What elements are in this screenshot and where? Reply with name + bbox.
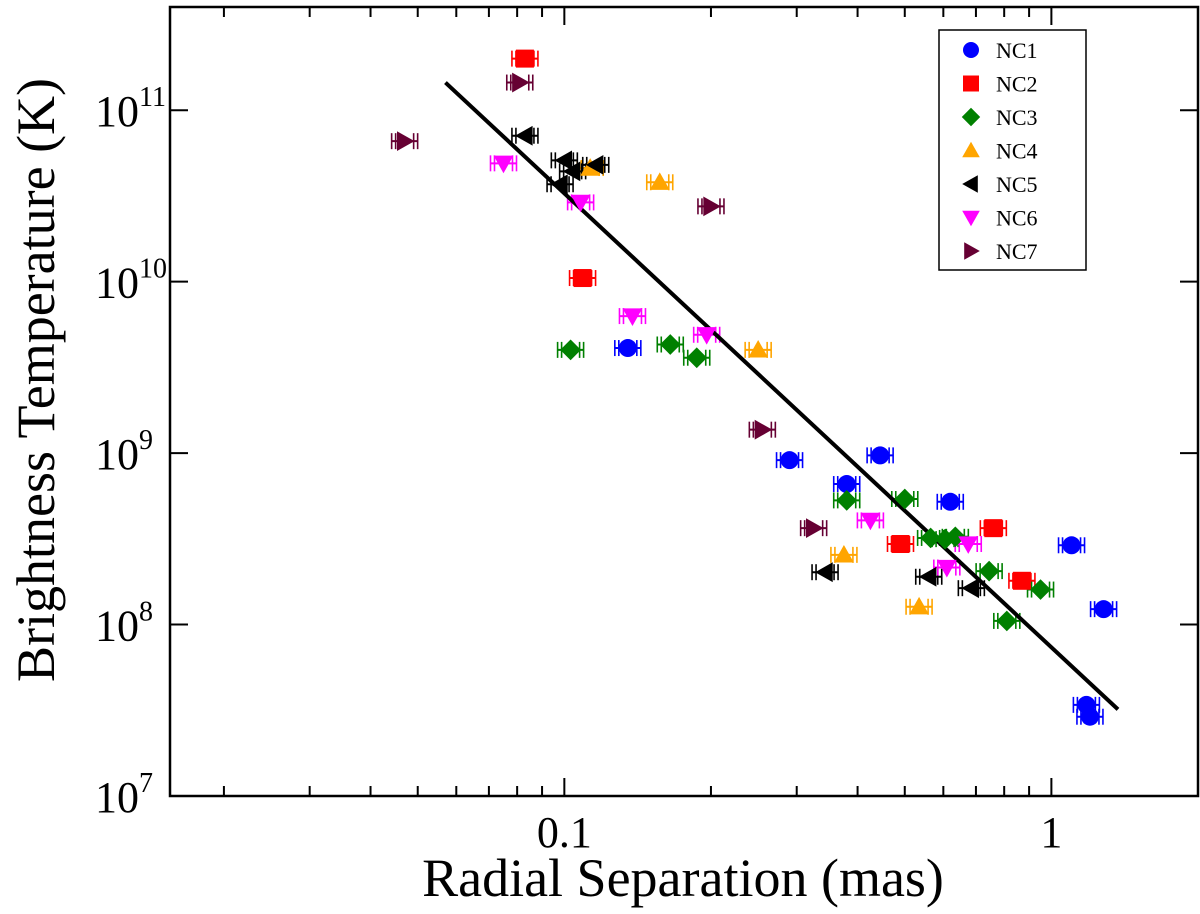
NC5-point-1 xyxy=(554,150,572,171)
data-points xyxy=(396,49,1113,726)
NC1-point-3 xyxy=(871,446,890,465)
NC7-point-4 xyxy=(806,518,824,539)
NC3-point-0 xyxy=(560,339,581,361)
NC7-point-2 xyxy=(703,196,721,217)
NC6-point-1 xyxy=(570,194,591,213)
y-tick-label-2: 109 xyxy=(95,425,153,479)
NC4-errorbar-4 xyxy=(905,598,933,615)
NC5-point-3 xyxy=(550,174,568,195)
NC4-point-4 xyxy=(909,596,929,615)
y-tick-label-4: 1011 xyxy=(95,82,166,136)
NC1-point-5 xyxy=(1062,536,1081,555)
NC2-point-3 xyxy=(984,519,1003,538)
legend-NC3-point-0 xyxy=(961,107,981,127)
NC3-point-3 xyxy=(836,490,858,511)
legend-box xyxy=(938,29,1087,271)
NC1-point-4 xyxy=(941,492,960,511)
NC5-point-2 xyxy=(562,161,581,182)
NC6-point-3 xyxy=(696,327,717,345)
plot-frame xyxy=(168,5,1200,798)
NC3-point-9 xyxy=(996,610,1018,632)
legend-label-NC3: NC3 xyxy=(996,105,1038,130)
NC5-point-4 xyxy=(585,154,604,175)
NC5-point-7 xyxy=(961,578,980,599)
legend-label-NC5: NC5 xyxy=(996,172,1038,197)
NC3-point-7 xyxy=(944,526,966,548)
legend-NC1-point-0 xyxy=(963,42,979,58)
legend-NC7-point-0 xyxy=(964,242,980,260)
NC6-point-6 xyxy=(958,536,979,554)
NC4-point-3 xyxy=(834,544,854,563)
NC1-point-0 xyxy=(618,339,637,358)
NC6-point-2 xyxy=(622,308,643,326)
NC6-errorbar-2 xyxy=(618,308,647,325)
y-axis-title: Brightness Temperature (K) xyxy=(6,78,66,682)
NC6-point-0 xyxy=(493,155,514,174)
NC2-point-1 xyxy=(573,269,592,288)
NC4-point-2 xyxy=(748,339,769,358)
NC3-point-4 xyxy=(894,488,916,510)
NC6-point-5 xyxy=(936,559,957,578)
NC3-point-5 xyxy=(920,527,941,549)
legend-label-NC4: NC4 xyxy=(996,139,1038,164)
NC7-point-1 xyxy=(512,72,530,93)
NC5-point-6 xyxy=(918,566,937,587)
legend-NC5-point-0 xyxy=(962,175,978,193)
NC2-point-0 xyxy=(515,49,534,68)
NC3-point-1 xyxy=(659,334,681,355)
NC3-point-6 xyxy=(934,528,956,550)
NC5-point-5 xyxy=(815,562,833,583)
NC4-point-1 xyxy=(649,172,670,190)
legend-label-NC7: NC7 xyxy=(996,239,1038,264)
legend-NC4-point-0 xyxy=(962,141,980,158)
x-tick-labels: 0.1 1 xyxy=(537,808,1063,857)
NC2-point-2 xyxy=(891,535,910,554)
NC3-point-10 xyxy=(1030,579,1051,600)
NC7-point-0 xyxy=(396,131,415,152)
legend-NC2-point-0 xyxy=(963,75,979,92)
NC6-point-4 xyxy=(860,512,881,531)
y-tick-label-1: 108 xyxy=(95,597,153,651)
NC3-point-2 xyxy=(686,347,708,369)
y-tick-label-3: 1010 xyxy=(95,254,167,308)
x-tick-label-0: 0.1 xyxy=(537,808,592,857)
legend-label-NC2: NC2 xyxy=(996,72,1038,97)
y-tick-label-0: 107 xyxy=(95,768,153,822)
NC2-point-4 xyxy=(1012,571,1031,590)
NC5-point-0 xyxy=(515,125,533,146)
axes xyxy=(168,5,1200,798)
legend-label-NC6: NC6 xyxy=(996,206,1038,231)
legend-NC6-point-0 xyxy=(962,210,980,227)
NC3-point-8 xyxy=(978,560,1000,582)
legend-label-NC1: NC1 xyxy=(996,38,1038,63)
y-tick-labels: 107 108 109 1010 1011 xyxy=(95,82,167,822)
x-axis-title: Radial Separation (mas) xyxy=(422,848,944,908)
NC1-point-2 xyxy=(837,475,856,494)
NC6-errorbar-4 xyxy=(856,512,885,529)
NC1-point-1 xyxy=(780,451,799,470)
NC1-point-8 xyxy=(1080,707,1099,726)
legend: NC1 NC2 NC3 NC4 NC5 NC6 NC7 xyxy=(938,29,1087,271)
NC1-point-6 xyxy=(1094,600,1113,619)
x-tick-label-1: 1 xyxy=(1040,808,1062,857)
NC7-point-3 xyxy=(754,419,773,440)
